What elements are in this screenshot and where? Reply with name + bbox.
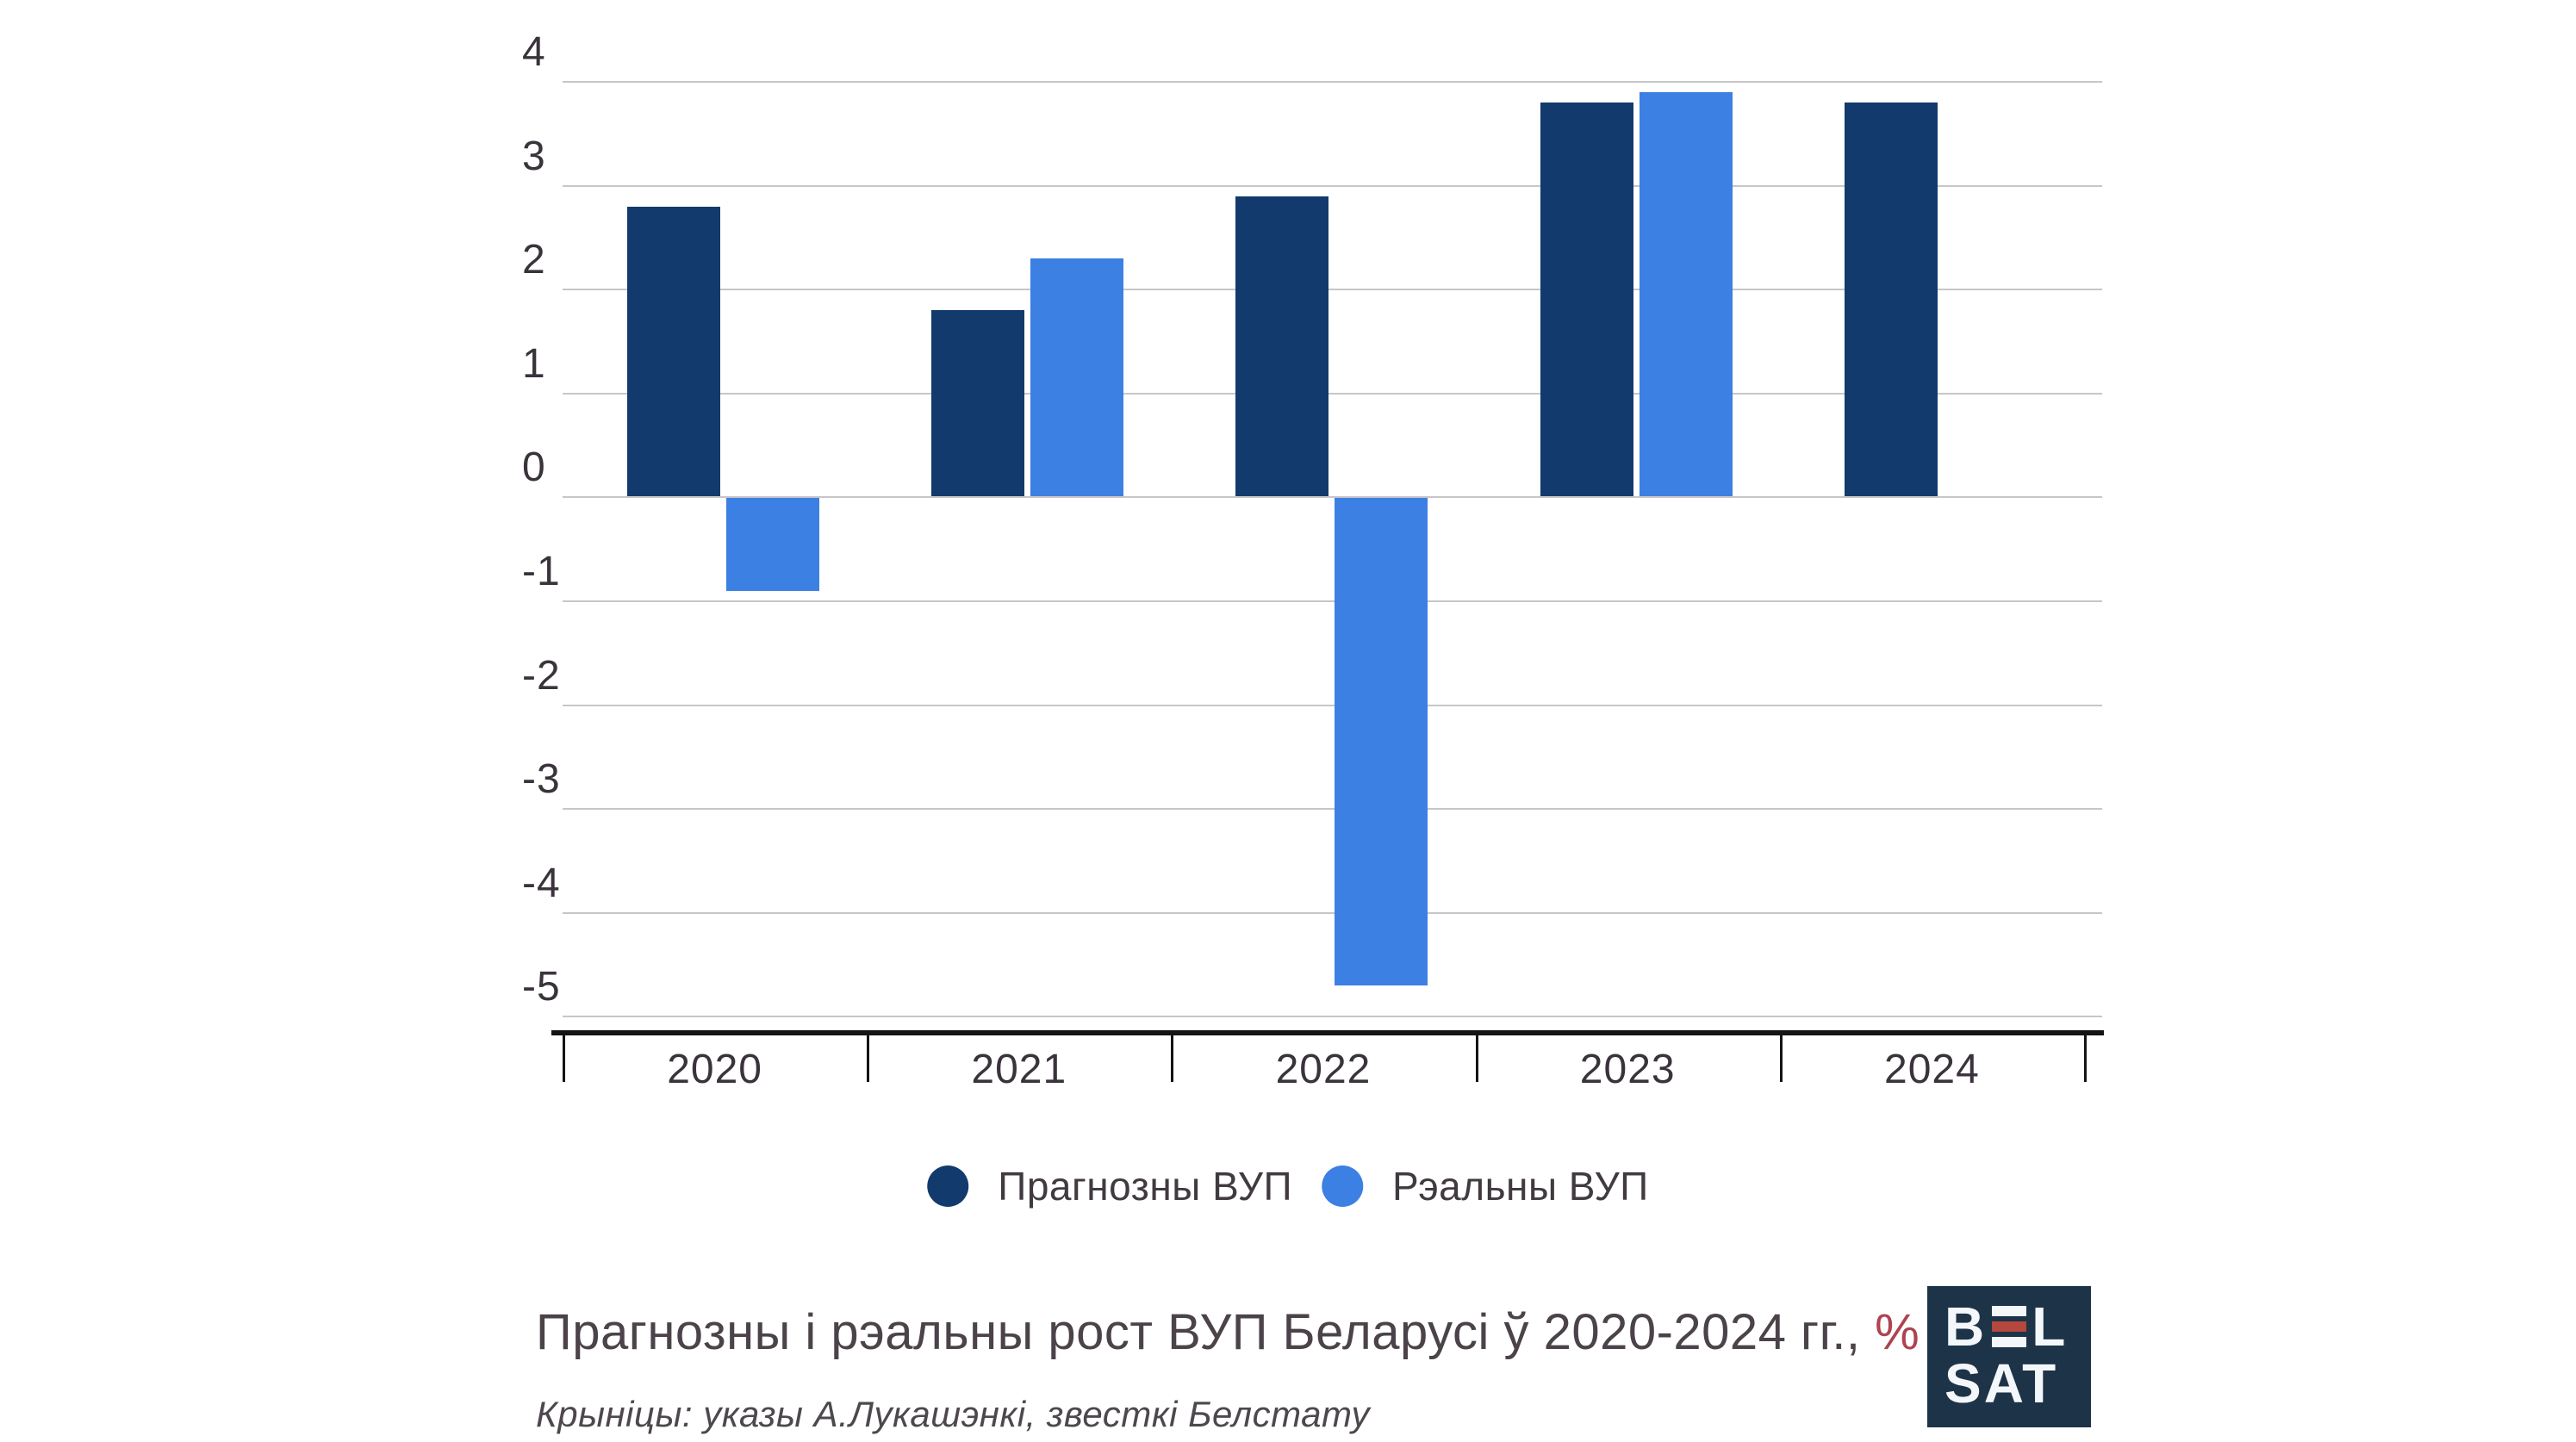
- gridline-y--2: [563, 704, 2102, 706]
- legend-item-actual: Рэальны ВУП: [1322, 1163, 1649, 1209]
- x-axis-tick-3: [1475, 1034, 1478, 1082]
- belsat-logo: B L SAT: [1927, 1286, 2091, 1427]
- y-axis-label--1: -1: [522, 549, 561, 594]
- bar-actual-2023: [1639, 92, 1733, 497]
- bar-forecast-2023: [1540, 103, 1633, 497]
- gridline-y--1: [563, 600, 2102, 602]
- logo-letter-e-bars-icon: [1992, 1306, 2027, 1347]
- chart-title: Прагнозны і рэальны рост ВУП Беларусі ў …: [536, 1304, 1920, 1361]
- y-axis-label-2: 2: [522, 237, 546, 283]
- logo-e-bar-top: [1992, 1306, 2027, 1316]
- bar-actual-2022: [1335, 498, 1428, 986]
- x-axis-tick-4: [1779, 1034, 1783, 1082]
- x-axis-tick-0: [563, 1034, 565, 1082]
- gridline-y--3: [563, 808, 2102, 811]
- y-axis-label-4: 4: [522, 29, 546, 75]
- bar-forecast-2022: [1235, 196, 1329, 497]
- bar-actual-2020: [726, 498, 819, 591]
- legend-dot-actual-icon: [1322, 1165, 1364, 1207]
- x-axis-label-2024: 2024: [1884, 1047, 1980, 1092]
- bar-forecast-2020: [627, 206, 720, 497]
- x-axis-label-2023: 2023: [1579, 1047, 1676, 1092]
- y-axis-label--4: -4: [522, 860, 561, 906]
- logo-e-bar-bottom: [1992, 1337, 2027, 1347]
- legend-label-forecast: Прагнозны ВУП: [998, 1164, 1293, 1209]
- bar-forecast-2021: [931, 310, 1025, 497]
- bar-actual-2021: [1030, 258, 1124, 497]
- chart-title-percent: %: [1875, 1304, 1920, 1360]
- y-axis-label--5: -5: [522, 964, 561, 1010]
- legend-dot-forecast-icon: [927, 1165, 969, 1207]
- chart-title-text: Прагнозны і рэальны рост ВУП Беларусі ў …: [536, 1304, 1876, 1360]
- legend-item-forecast: Прагнозны ВУП: [927, 1163, 1292, 1209]
- gridline-y--4: [563, 911, 2102, 914]
- x-axis-label-2022: 2022: [1275, 1047, 1372, 1092]
- plot-area: [563, 81, 2102, 1018]
- source-caption: Крыніцы: указы А.Лукашэнкі, звесткі Белс…: [536, 1394, 1371, 1434]
- gridline-y-0: [563, 496, 2102, 499]
- gridline-y-3: [563, 184, 2102, 187]
- y-axis-label-0: 0: [522, 444, 546, 491]
- gridline-y-2: [563, 289, 2102, 291]
- x-axis-line: [551, 1030, 2104, 1035]
- gridline-y--5: [563, 1016, 2102, 1018]
- x-axis-label-2020: 2020: [667, 1047, 762, 1092]
- logo-e-bar-middle-red: [1992, 1321, 2027, 1332]
- x-axis-label-2021: 2021: [971, 1047, 1067, 1092]
- gridline-y-1: [563, 392, 2102, 395]
- y-axis-label--3: -3: [522, 756, 561, 803]
- legend-label-actual: Рэальны ВУП: [1392, 1164, 1649, 1209]
- legend: Прагнозны ВУП Рэальны ВУП: [927, 1163, 1648, 1209]
- logo-letter-l: L: [2032, 1296, 2069, 1358]
- x-axis-tick-2: [1171, 1034, 1174, 1082]
- logo-line-sat: SAT: [1944, 1352, 2059, 1414]
- x-axis-tick-1: [867, 1034, 870, 1082]
- bar-forecast-2024: [1844, 103, 1938, 497]
- gridline-y-4: [563, 81, 2102, 83]
- logo-line-bel: B L: [1944, 1298, 2091, 1355]
- x-axis-tick-5: [2084, 1034, 2087, 1082]
- logo-letter-b: B: [1944, 1296, 1988, 1358]
- y-axis-label-3: 3: [522, 133, 546, 179]
- y-axis-label-1: 1: [522, 340, 546, 387]
- y-axis-label--2: -2: [522, 652, 561, 699]
